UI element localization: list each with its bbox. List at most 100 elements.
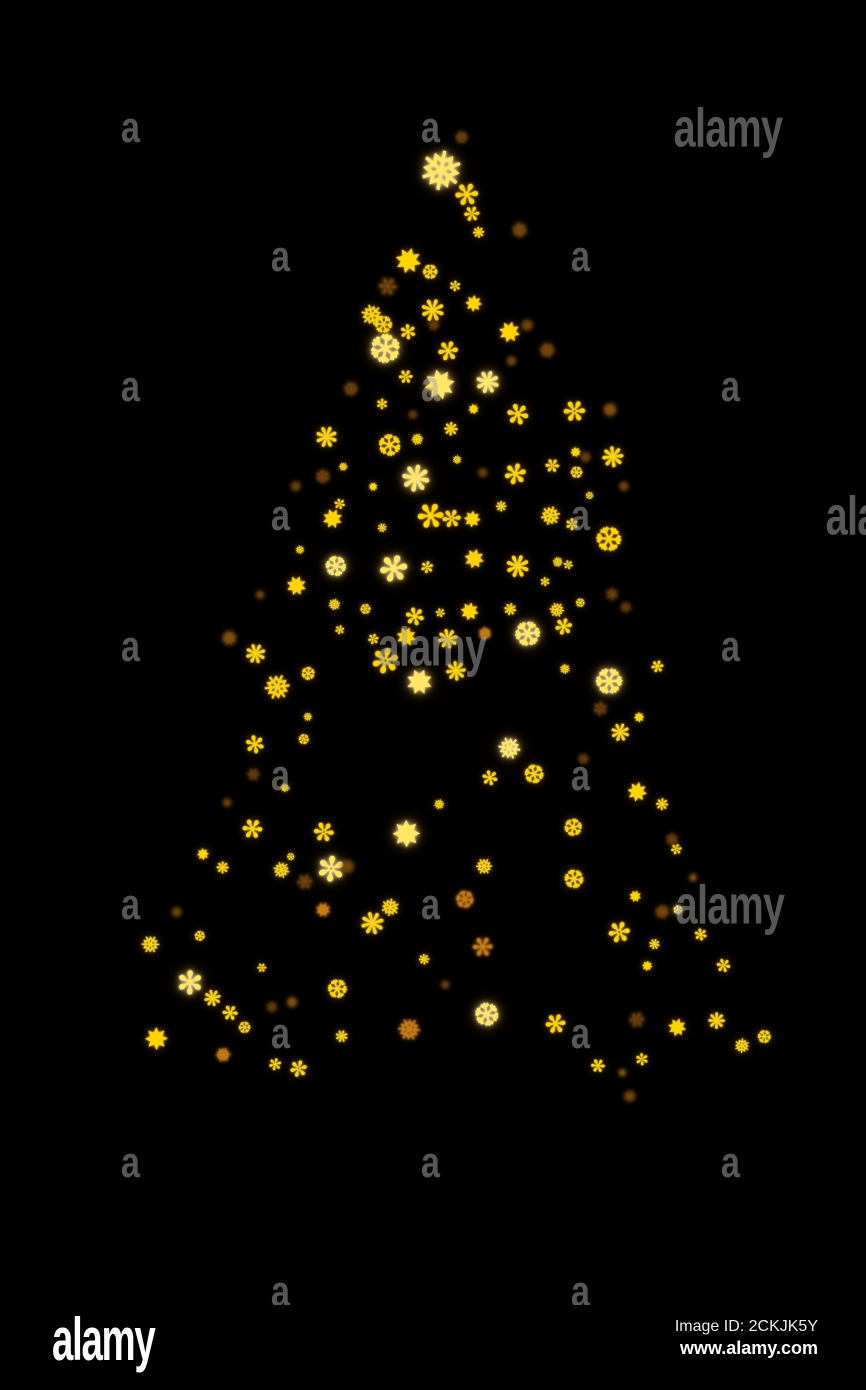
snowflake-light: ❆ [293, 730, 313, 750]
snowflake-light: ❋ [331, 1025, 352, 1048]
snowflake-light: ❆ [469, 993, 505, 1037]
snowflake-light: ❋ [518, 314, 536, 337]
snowflake-light: ✸ [310, 895, 336, 925]
snowflake-light: ❅ [647, 897, 677, 927]
snowflake-light: ✸ [280, 568, 314, 606]
snowflake-light: ✼ [600, 912, 640, 953]
snowflake-light: ❆ [337, 376, 363, 403]
snowflake-light: ❋ [621, 1085, 639, 1108]
snowflake-light: ❅ [534, 499, 566, 535]
snowflake-light: ✼ [623, 1005, 651, 1035]
watermark-alamy-word: alamy [377, 615, 487, 678]
snowflake-light: ❅ [300, 708, 316, 726]
snowflake-light: ✸ [195, 844, 211, 865]
snowflake-light: ✻ [176, 963, 204, 1003]
snowflake-light: ❆ [315, 546, 355, 587]
snowflake-light: ❅ [437, 976, 453, 994]
snowflake-light: ✼ [541, 453, 565, 480]
snowflake-light: ✻ [331, 621, 349, 639]
snowflake-light: ❆ [233, 1015, 256, 1040]
snowflake-light: ❅ [388, 1009, 429, 1053]
snowflake-light: ❅ [430, 795, 450, 815]
snowflake-light: ❋ [654, 794, 670, 815]
watermark-a-letter: a [420, 880, 440, 929]
snowflake-light: ❅ [732, 1033, 752, 1059]
snowflake-light: ❆ [299, 663, 317, 686]
snowflake-light: ❋ [200, 985, 225, 1014]
watermark-alamy-word: alamy [675, 873, 785, 936]
snowflake-light: ❋ [374, 519, 390, 537]
watermark-a-letter: a [570, 232, 590, 281]
snowflake-light: ✼ [418, 556, 436, 579]
snowflake-light: ✻ [499, 455, 531, 494]
snowflake-light: ✼ [590, 697, 610, 722]
snowflake-light: ❅ [323, 593, 347, 617]
snowflake-light: ❋ [469, 362, 505, 405]
snowflake-light: ❋ [605, 716, 635, 750]
watermark-a-letter: a [570, 1267, 590, 1306]
snowflake-light: ❆ [375, 427, 405, 466]
snowflake-light: ❆ [585, 657, 632, 708]
snowflake-light: ❅ [293, 542, 307, 558]
snowflake-light: ✸ [598, 396, 622, 424]
watermark-a-letter: a [120, 362, 140, 411]
snowflake-light: ✻ [369, 544, 420, 596]
snowflake-light: ✸ [625, 885, 645, 908]
snowflake-light: ❅ [254, 663, 302, 713]
snowflake-light: ✼ [556, 391, 594, 432]
watermark-a-letter: a [720, 622, 740, 671]
snowflake-light: ✼ [713, 954, 735, 979]
snowflake-light: ❅ [407, 428, 427, 451]
snowflake-light: ❅ [134, 927, 166, 963]
snowflake-light: ❅ [470, 852, 500, 884]
snowflake-light: ❅ [503, 352, 521, 372]
snowflake-light: ✻ [539, 574, 551, 590]
snowflake-light: ❆ [321, 971, 355, 1009]
snowflake-light: ❋ [309, 417, 345, 458]
snowflake-light: ❆ [365, 324, 405, 376]
snowflake-light: ❅ [508, 217, 532, 246]
credits-block: Image ID: 2CKJK5Y www.alamy.com [675, 1317, 818, 1360]
snowflake-light: ✻ [266, 1053, 284, 1076]
snowflake-light: ✼ [634, 1049, 650, 1070]
watermark-a-letter: a [720, 1138, 740, 1187]
footer-bar: alamy Image ID: 2CKJK5Y www.alamy.com [0, 1305, 866, 1390]
watermark-a-letter: a [720, 362, 740, 411]
watermark-a-letter: a [420, 362, 440, 411]
watermark-a-letter: a [570, 751, 590, 800]
snowflake-light: ✸ [365, 478, 381, 496]
snowflake-light: ✸ [620, 774, 656, 812]
watermark-a-letter: a [420, 103, 440, 152]
snowflake-light: ❋ [439, 416, 465, 443]
snowflake-light: ❋ [220, 795, 234, 811]
snowflake-light: ❆ [474, 464, 492, 482]
snowflake-light: ✻ [538, 1006, 572, 1044]
watermark-alamy-word: alamy [825, 484, 866, 547]
snowflake-light: ❋ [702, 1006, 733, 1038]
watermark-a-letter: a [120, 103, 140, 152]
snowflake-light: ✸ [217, 624, 243, 655]
snowflake-light: ✻ [646, 655, 669, 679]
snowflake-light: ❋ [168, 903, 186, 923]
watermark-a-letter: a [270, 491, 290, 540]
snowflake-light: ❅ [557, 661, 573, 679]
snowflake-light: ✸ [613, 1064, 631, 1082]
snowflake-light: ✻ [242, 729, 268, 761]
snowflake-light: ❆ [450, 883, 480, 917]
snowflake-light: ❆ [571, 594, 589, 612]
watermark-a-letter: a [270, 232, 290, 281]
snowflake-light: ❆ [356, 600, 374, 620]
snowflake-light: ❅ [491, 728, 528, 771]
alamy-url-text: www.alamy.com [679, 1338, 818, 1358]
photo-area: ❅ ❆ ✻ ✼ ✸ ❋ ❅ ❆ ✻ ✼ ✸ ❋ ❅ ❆ ✻ ✼ ✸ ❋ ❅ ❆ ✻ ✼ ✸ ❋ ❅ ❆ ✻ ✼ ✸ ❋ ❅ ❆ ✻ ✼ ✸ ❋ ❅ ❆ ✻ ✼… [0, 100, 866, 1306]
snowflake-light: ✼ [565, 515, 579, 534]
snowflake-light: ✸ [382, 809, 433, 860]
snowflake-light: ✻ [478, 764, 502, 792]
snowflake-light: ✻ [585, 1053, 610, 1080]
snowflake-light: ❋ [599, 439, 627, 476]
watermark-a-letter: a [120, 880, 140, 929]
snowflake-light: ❋ [645, 935, 665, 955]
watermark-alamy-word: alamy [0, 1288, 35, 1305]
snowflake-light: ❋ [501, 598, 519, 621]
watermark-a-letter: a [120, 622, 140, 671]
